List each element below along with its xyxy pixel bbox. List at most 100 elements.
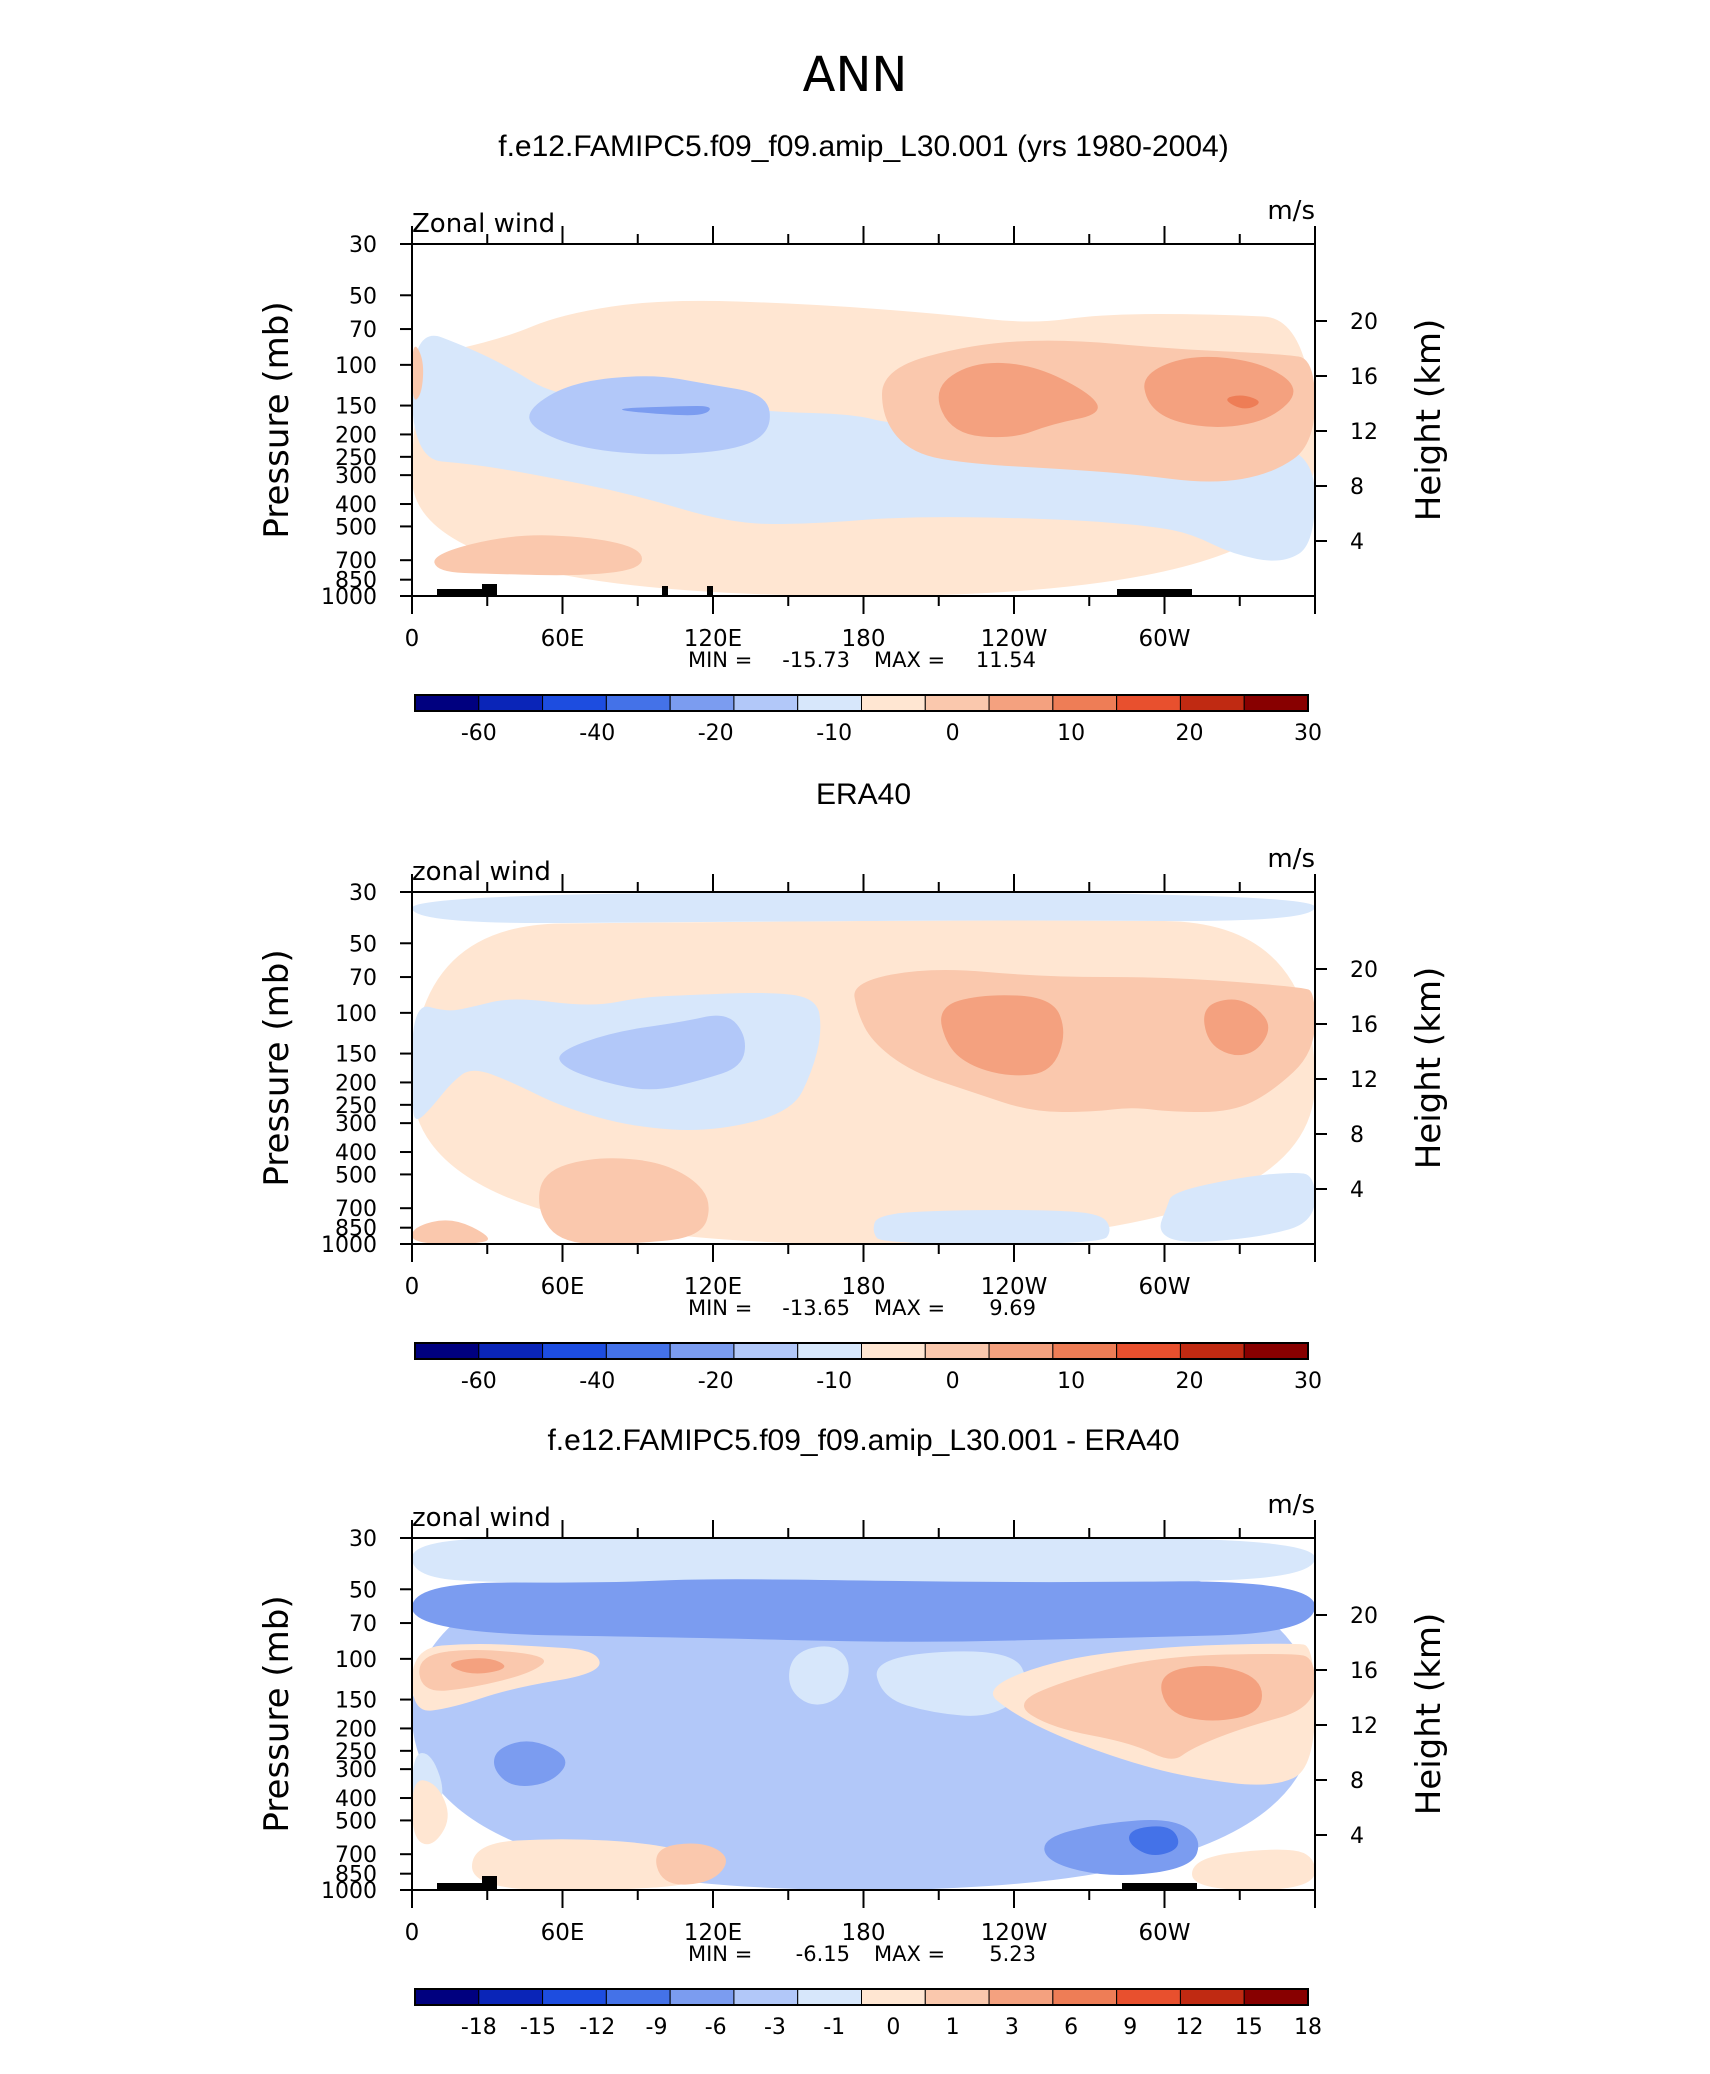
y-tick-label: 70 bbox=[349, 966, 377, 991]
colorbar-box bbox=[1243, 694, 1309, 712]
y-tick-label: 250 bbox=[335, 446, 377, 471]
colorbar-box bbox=[797, 1988, 863, 2006]
topography-mask bbox=[482, 584, 497, 596]
contour-region bbox=[1204, 999, 1269, 1056]
y-tick-label: 100 bbox=[335, 1002, 377, 1027]
colorbar-box bbox=[478, 1342, 544, 1360]
colorbar-box bbox=[669, 1342, 735, 1360]
y2-tick-label: 16 bbox=[1350, 365, 1378, 390]
x-tick-label: 0 bbox=[405, 1920, 420, 1946]
colorbar-box bbox=[478, 694, 544, 712]
colorbar-box bbox=[478, 1988, 544, 2006]
colorbar-box bbox=[1052, 1988, 1118, 2006]
y2-tick-label: 4 bbox=[1350, 1824, 1364, 1849]
colorbar-frame bbox=[414, 1342, 1309, 1360]
contour-region bbox=[876, 1651, 1026, 1716]
x-tick-label: 60E bbox=[541, 626, 585, 652]
topography-mask bbox=[662, 586, 668, 596]
topography-mask bbox=[707, 586, 713, 596]
contour-region bbox=[412, 1220, 488, 1244]
colorbar-box bbox=[605, 694, 671, 712]
colorbar-box bbox=[542, 1988, 607, 2006]
y2-tick-label: 20 bbox=[1350, 1604, 1378, 1629]
y2-axis-title: Height (km) bbox=[1409, 319, 1449, 522]
colorbar-label: 15 bbox=[1235, 2015, 1263, 2040]
colorbar-box bbox=[988, 1988, 1054, 2006]
colorbar-box bbox=[1179, 1988, 1245, 2006]
colorbar-box bbox=[1243, 1988, 1309, 2006]
y-tick-label: 500 bbox=[335, 515, 377, 540]
x-tick-label: 60E bbox=[541, 1274, 585, 1300]
y-tick-label: 1000 bbox=[321, 585, 377, 610]
colorbar-label: 0 bbox=[886, 2015, 900, 2040]
y-tick-label: 500 bbox=[335, 1809, 377, 1834]
units-label: m/s bbox=[1267, 196, 1315, 226]
y-tick-label: 200 bbox=[335, 1717, 377, 1742]
y-tick-label: 850 bbox=[335, 1863, 377, 1888]
contour-field bbox=[412, 300, 1315, 596]
field-label: zonal wind bbox=[412, 857, 551, 887]
x-tick-label: 120W bbox=[981, 1920, 1048, 1946]
colorbar-box bbox=[1179, 694, 1245, 712]
colorbar-box bbox=[605, 1988, 671, 2006]
y2-tick-label: 8 bbox=[1350, 1123, 1364, 1148]
colorbar-box bbox=[861, 1342, 926, 1360]
colorbar-label: 20 bbox=[1176, 1369, 1204, 1394]
y-tick-label: 700 bbox=[335, 549, 377, 574]
contour-region bbox=[494, 1741, 566, 1786]
x-tick-label: 120W bbox=[981, 1274, 1048, 1300]
colorbar-label: -10 bbox=[816, 1369, 852, 1394]
y-axis-title: Pressure (mb) bbox=[257, 301, 297, 538]
min-value: -13.65 bbox=[782, 1296, 850, 1320]
y2-tick-label: 12 bbox=[1350, 1068, 1378, 1093]
x-tick-label: 60E bbox=[541, 1920, 585, 1946]
field-label: zonal wind bbox=[412, 1503, 551, 1533]
colorbar-label: 30 bbox=[1294, 721, 1322, 746]
y2-tick-label: 8 bbox=[1350, 1769, 1364, 1794]
y2-tick-label: 20 bbox=[1350, 958, 1378, 983]
y-tick-label: 100 bbox=[335, 1648, 377, 1673]
colorbar-box bbox=[414, 1988, 480, 2006]
colorbar-box bbox=[733, 1342, 799, 1360]
y-tick-label: 700 bbox=[335, 1843, 377, 1868]
contour-region bbox=[472, 1839, 708, 1890]
contour-region bbox=[1227, 395, 1259, 409]
panel-3: f.e12.FAMIPC5.f09_f09.amip_L30.001 - ERA… bbox=[257, 1424, 1449, 2040]
colorbar-box bbox=[988, 694, 1054, 712]
y-tick-label: 700 bbox=[335, 1197, 377, 1222]
x-tick-label: 180 bbox=[842, 626, 886, 652]
x-tick-label: 180 bbox=[842, 1274, 886, 1300]
contour-region bbox=[412, 1579, 1315, 1642]
contour-region bbox=[656, 1843, 726, 1885]
colorbar-label: 6 bbox=[1064, 2015, 1078, 2040]
y-tick-label: 70 bbox=[349, 1612, 377, 1637]
contour-region bbox=[1161, 1666, 1262, 1721]
panel-title: ERA40 bbox=[816, 778, 911, 811]
y-tick-label: 30 bbox=[349, 881, 377, 906]
y2-tick-label: 16 bbox=[1350, 1013, 1378, 1038]
contour-region bbox=[539, 1158, 709, 1244]
season-title: ANN bbox=[803, 47, 908, 103]
colorbar-box bbox=[414, 1342, 480, 1360]
topography-mask bbox=[437, 589, 492, 596]
topography-mask bbox=[1117, 589, 1192, 596]
colorbar-label: 20 bbox=[1176, 721, 1204, 746]
colorbar-label: -20 bbox=[698, 1369, 734, 1394]
y-tick-label: 150 bbox=[335, 1043, 377, 1068]
topography-mask bbox=[482, 1876, 497, 1890]
contour-region bbox=[412, 335, 1315, 561]
y-tick-label: 50 bbox=[349, 932, 377, 957]
y-tick-label: 1000 bbox=[321, 1879, 377, 1904]
y-axis-title: Pressure (mb) bbox=[257, 949, 297, 1186]
colorbar-label: 18 bbox=[1294, 2015, 1322, 2040]
panel-title: f.e12.FAMIPC5.f09_f09.amip_L30.001 (yrs … bbox=[498, 130, 1228, 163]
colorbar-box bbox=[797, 1342, 863, 1360]
y-tick-label: 850 bbox=[335, 569, 377, 594]
y-tick-label: 500 bbox=[335, 1163, 377, 1188]
colorbar-label: -60 bbox=[461, 721, 497, 746]
y-tick-label: 200 bbox=[335, 423, 377, 448]
max-label: MAX = bbox=[874, 1296, 945, 1320]
topography-mask bbox=[1122, 1883, 1197, 1890]
y-tick-label: 100 bbox=[335, 354, 377, 379]
colorbar-box bbox=[1052, 1342, 1118, 1360]
